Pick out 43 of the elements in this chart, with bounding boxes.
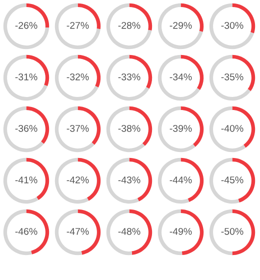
donut-slice [54, 54, 98, 101]
donut-slice [106, 3, 152, 50]
donut-slice [3, 158, 38, 204]
text: -43% [118, 176, 140, 184]
donut-slice [158, 54, 200, 101]
text: -44% [170, 176, 192, 184]
text: -35% [221, 73, 244, 80]
donut-slice [209, 54, 251, 101]
text: -48% [118, 228, 140, 235]
donut-slice [54, 3, 100, 50]
donut-slice [54, 158, 89, 204]
text: -27% [66, 22, 89, 29]
text: -36% [15, 124, 38, 132]
text: -42% [66, 176, 89, 184]
text: -32% [66, 73, 89, 80]
text: -40% [221, 124, 244, 132]
donut-slice [106, 158, 139, 204]
donut-slice [3, 3, 50, 50]
text: -34% [170, 73, 192, 80]
donut-slice [106, 54, 150, 101]
donut-slice [54, 106, 94, 152]
text: -28% [118, 22, 140, 29]
text: -45% [221, 176, 244, 184]
text: -38% [118, 124, 140, 132]
text: -47% [66, 228, 89, 235]
donut-slice [209, 3, 254, 50]
donut-slice [106, 106, 145, 152]
text: -46% [15, 228, 38, 235]
text: -29% [170, 22, 192, 29]
text: -50% [221, 228, 244, 235]
text: -39% [170, 124, 192, 132]
text: -41% [15, 176, 38, 184]
donut-slice [209, 106, 246, 152]
donut-slice [3, 54, 48, 101]
text: -26% [15, 22, 38, 29]
text: -30% [221, 22, 244, 29]
text: -49% [170, 228, 192, 235]
text: -37% [66, 124, 89, 132]
donut-slice [3, 106, 44, 152]
text: -33% [118, 73, 140, 80]
donut-slice [158, 3, 203, 50]
donut-slice [158, 106, 196, 152]
text: -31% [15, 73, 38, 80]
